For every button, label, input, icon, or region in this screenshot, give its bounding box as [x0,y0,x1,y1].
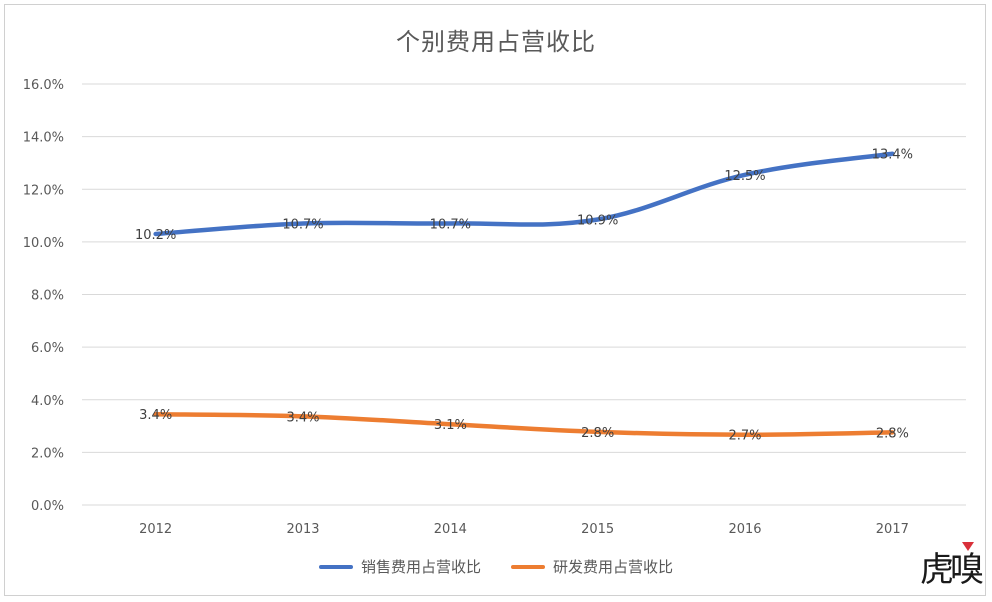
data-label: 12.5% [724,169,765,184]
data-label: 2.8% [876,426,909,441]
y-tick-label: 0.0% [31,499,64,514]
data-label: 3.4% [286,410,319,425]
y-tick-label: 10.0% [23,236,64,251]
data-label: 10.9% [577,214,618,229]
legend-item-rnd: 研发费用占营收比 [511,556,673,577]
legend-label-rnd: 研发费用占营收比 [553,558,674,576]
y-tick-label: 6.0% [31,341,64,356]
data-labels: 10.2% 10.7% 10.7% 10.9% 12.5% 13.4% 3.4% 3.4% 3.… [135,148,913,444]
x-tick-label: 2017 [876,522,909,537]
x-tick-label: 2012 [139,522,172,537]
data-label: 10.7% [282,217,323,232]
series-line-1 [153,411,895,437]
x-tick-label: 2016 [728,522,761,537]
legend-swatch-sales [318,564,353,569]
x-tick-label: 2014 [434,522,467,537]
data-label: 13.4% [872,148,913,163]
legend-swatch-rnd [511,564,545,569]
y-tick-label: 16.0% [23,78,64,93]
chart-title: 个别费用占营收比 [396,28,596,56]
y-tick-label: 12.0% [23,183,64,198]
y-axis-ticks: 0.0% 2.0% 4.0% 6.0% 8.0% 10.0% 12.0% 14.0% 16.0% [23,78,64,514]
data-label: 10.7% [430,217,471,232]
y-tick-label: 14.0% [23,131,64,146]
data-label: 10.2% [135,228,176,243]
chart-frame [4,4,986,596]
legend-item-sales: 销售费用占营收比 [318,556,481,577]
watermark-logo: 虎嗅 [920,540,984,592]
y-tick-label: 8.0% [31,289,64,304]
gridlines [82,83,966,506]
legend-label-sales: 销售费用占营收比 [360,558,481,576]
y-tick-label: 2.0% [31,446,64,461]
x-tick-label: 2015 [581,522,614,537]
series-lines [153,151,895,437]
data-label: 2.7% [728,429,761,444]
watermark-text: 虎嗅 [920,549,984,590]
y-tick-label: 4.0% [31,394,64,409]
data-label: 3.1% [434,418,467,433]
legend: 销售费用占营收比 研发费用占营收比 [0,556,992,577]
series-line-0 [153,151,895,237]
data-label: 3.4% [139,408,172,423]
x-axis-ticks: 2012 2013 2014 2015 2016 2017 [139,522,909,537]
x-tick-label: 2013 [286,522,319,537]
watermark-accent-mark [962,542,974,551]
data-label: 2.8% [581,426,614,441]
